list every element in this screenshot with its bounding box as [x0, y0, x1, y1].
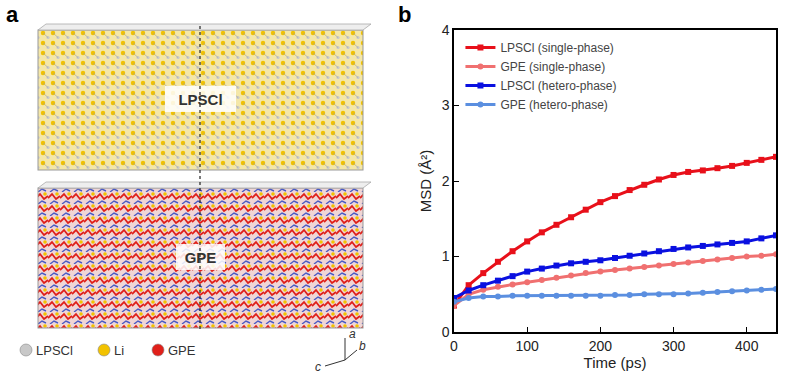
- html-text:b: b: [398, 2, 412, 27]
- svg-text:300: 300: [662, 338, 686, 354]
- html-text:a: a: [6, 2, 19, 27]
- svg-text:GPE (hetero-phase): GPE (hetero-phase): [500, 98, 607, 112]
- svg-text:100: 100: [516, 338, 540, 354]
- svg-text:GPE: GPE: [185, 249, 217, 266]
- svg-text:LPSCl (single-phase): LPSCl (single-phase): [500, 41, 613, 55]
- svg-text:200: 200: [589, 338, 613, 354]
- svg-text:GPE (single-phase): GPE (single-phase): [500, 60, 605, 74]
- svg-text:0: 0: [450, 338, 458, 354]
- svg-text:LPSCl: LPSCl: [36, 343, 73, 358]
- svg-text:GPE: GPE: [168, 343, 196, 358]
- svg-text:b: b: [359, 339, 366, 353]
- svg-text:a: a: [349, 327, 356, 341]
- svg-text:2: 2: [442, 173, 450, 189]
- svg-text:LPSCl: LPSCl: [178, 91, 223, 108]
- svg-text:400: 400: [735, 338, 759, 354]
- svg-text:Li: Li: [114, 343, 124, 358]
- svg-text:LPSCl (hetero-phase): LPSCl (hetero-phase): [500, 79, 616, 93]
- svg-text:MSD (Å²): MSD (Å²): [417, 150, 434, 213]
- svg-text:4: 4: [442, 22, 450, 38]
- svg-text:3: 3: [442, 97, 450, 113]
- svg-text:Time (ps): Time (ps): [584, 354, 647, 371]
- svg-text:0: 0: [442, 324, 450, 340]
- svg-text:1: 1: [442, 248, 450, 264]
- svg-text:c: c: [315, 360, 321, 374]
